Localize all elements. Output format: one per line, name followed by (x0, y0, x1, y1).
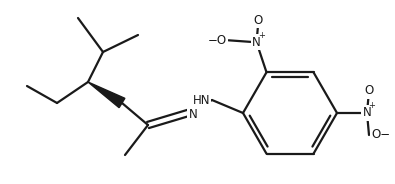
Text: +: + (369, 102, 375, 111)
Text: O−: O− (371, 128, 390, 141)
Text: N: N (363, 107, 371, 119)
Polygon shape (88, 82, 125, 108)
Text: +: + (258, 31, 265, 40)
Text: N: N (252, 36, 261, 49)
Text: O: O (364, 84, 374, 98)
Text: −O: −O (207, 34, 226, 47)
Text: HN: HN (192, 93, 210, 107)
Text: N: N (189, 107, 198, 121)
Text: O: O (254, 14, 263, 27)
